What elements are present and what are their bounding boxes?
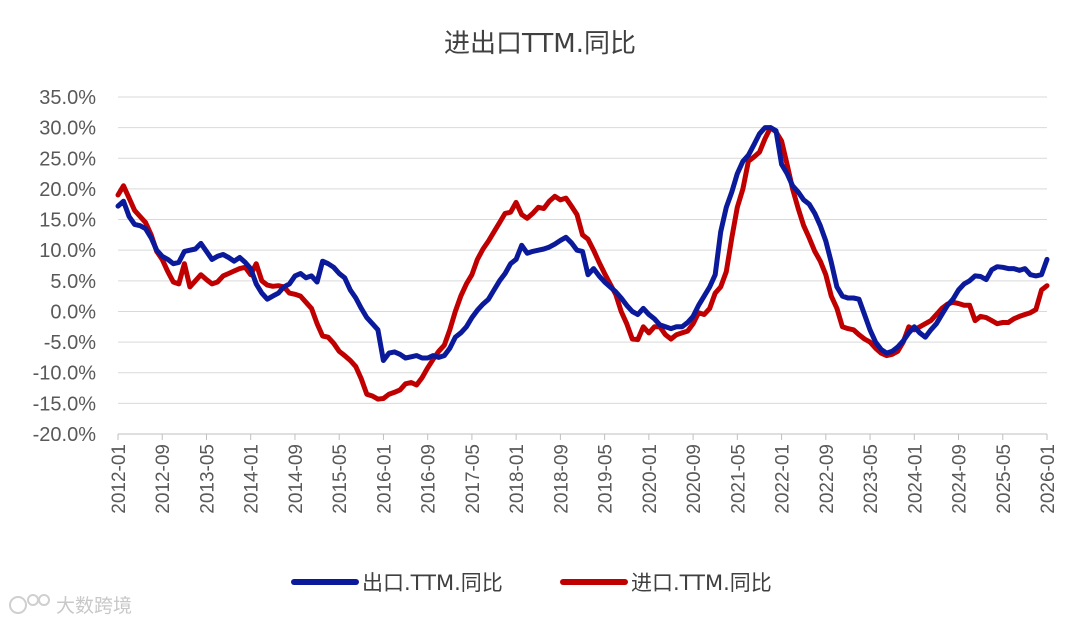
x-tick-label: 2022-01 (773, 444, 794, 514)
watermark: 大数跨境 (9, 594, 132, 617)
y-tick-label: -10.0% (33, 363, 97, 385)
x-tick-label: 2024-09 (950, 444, 971, 514)
x-tick-label: 2016-01 (374, 444, 395, 514)
x-tick-label: 2025-05 (994, 444, 1015, 514)
x-tick-label: 2012-01 (109, 444, 130, 514)
x-tick-label: 2015-05 (330, 444, 351, 514)
series-line-export (115, 125, 1050, 363)
watermark-text: 大数跨境 (56, 595, 132, 617)
x-tick-label: 2026-01 (1038, 444, 1059, 514)
y-tick-label: -5.0% (44, 332, 96, 354)
x-tick-label: 2014-09 (286, 444, 307, 514)
legend: 出口.TTM.同比 进口.TTM.同比 (291, 571, 772, 595)
series-lines (115, 125, 1050, 402)
y-tick-label: 0.0% (50, 301, 96, 323)
x-tick-label: 2019-05 (596, 444, 617, 514)
y-tick-label: 35.0% (39, 87, 96, 109)
x-tick-label: 2012-09 (153, 444, 174, 514)
x-tick-label: 2023-05 (861, 444, 882, 514)
series-line-import (115, 125, 1050, 402)
chart-title: 进出口TTM.同比 (444, 29, 636, 59)
x-tick-label: 2022-09 (817, 444, 838, 514)
y-tick-label: -20.0% (33, 424, 97, 446)
y-tick-label: 15.0% (39, 210, 96, 232)
y-tick-label: 5.0% (50, 271, 96, 293)
x-tick-label: 2017-05 (463, 444, 484, 514)
watermark-logo-icon (9, 594, 50, 614)
x-tick-label: 2018-09 (551, 444, 572, 514)
y-tick-label: 10.0% (39, 240, 96, 262)
x-tick-label: 2016-09 (419, 444, 440, 514)
y-tick-label: 20.0% (39, 179, 96, 201)
x-tick-label: 2014-01 (242, 444, 263, 514)
x-tick-label: 2024-01 (905, 444, 926, 514)
x-tick-label: 2020-01 (640, 444, 661, 514)
x-tick-label: 2013-05 (197, 444, 218, 514)
legend-label-export: 出口.TTM.同比 (362, 571, 503, 595)
y-tick-label: 30.0% (39, 118, 96, 140)
x-tick-label: 2020-09 (684, 444, 705, 514)
x-tick-label: 2021-05 (728, 444, 749, 514)
y-tick-label: -15.0% (33, 393, 97, 415)
x-tick-label: 2018-01 (507, 444, 528, 514)
legend-label-import: 进口.TTM.同比 (631, 571, 772, 595)
y-axis: 35.0% 30.0% 25.0% 20.0% 15.0% 10.0% 5.0% 0.0% -5… (33, 87, 97, 446)
x-axis: 2012-01 2012-09 2013-05 2014-01 2014-09 2015-… (109, 433, 1059, 514)
y-tick-label: 25.0% (39, 148, 96, 170)
